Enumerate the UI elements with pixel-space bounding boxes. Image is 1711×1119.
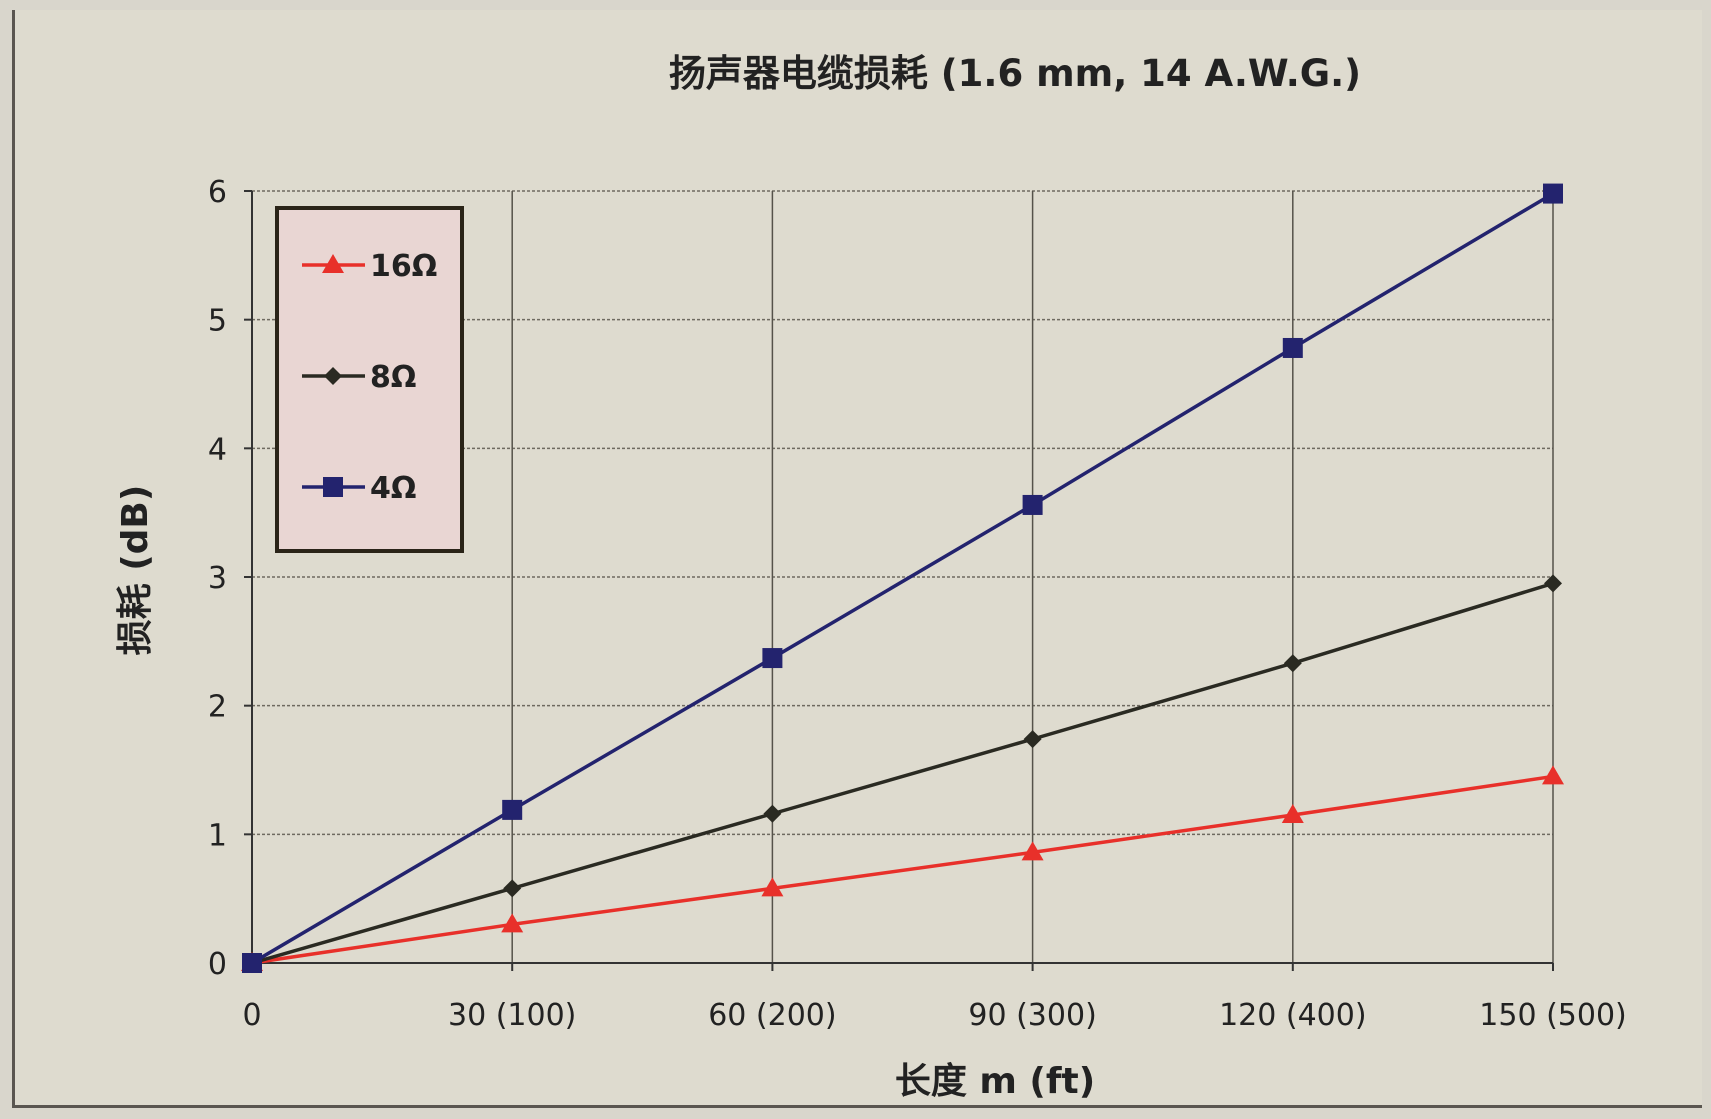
data-point bbox=[1023, 730, 1042, 749]
data-point bbox=[242, 953, 262, 973]
series-lines bbox=[241, 183, 1564, 973]
legend-swatch-marker bbox=[323, 477, 343, 497]
series-16Ω bbox=[241, 765, 1564, 971]
series-4Ω bbox=[242, 183, 1563, 973]
y-axis-title: 损耗 (dB) bbox=[115, 485, 156, 656]
data-point bbox=[1543, 183, 1563, 204]
x-tick-label: 30 (100) bbox=[448, 998, 576, 1033]
data-point bbox=[1282, 337, 1303, 358]
legend-item: 8Ω bbox=[302, 360, 416, 395]
series-8Ω bbox=[243, 574, 1562, 972]
data-point bbox=[761, 877, 784, 897]
data-point bbox=[501, 913, 524, 933]
y-tick-labels: 0 1 2 3 4 5 6 bbox=[208, 175, 227, 982]
legend-label: 8Ω bbox=[370, 360, 416, 395]
data-point bbox=[1544, 574, 1562, 593]
x-axis-title: 长度 m (ft) bbox=[895, 1061, 1095, 1102]
x-tick-labels: 0 30 (100) 60 (200) 90 (300) 120 (400) 150 (5… bbox=[242, 998, 1626, 1033]
legend-swatch-marker bbox=[324, 367, 342, 385]
legend-swatch-marker bbox=[322, 254, 344, 273]
x-tick-label: 150 (500) bbox=[1479, 998, 1626, 1033]
legend-label: 4Ω bbox=[370, 471, 416, 506]
series-line bbox=[251, 581, 1554, 965]
series-line bbox=[251, 774, 1554, 965]
x-tick-label: 0 bbox=[242, 998, 261, 1033]
y-tick-label: 4 bbox=[208, 432, 227, 467]
data-point bbox=[763, 804, 782, 823]
data-point bbox=[1022, 494, 1043, 515]
legend-label: 16Ω bbox=[370, 249, 437, 284]
x-tick-label: 90 (300) bbox=[968, 998, 1096, 1033]
y-tick-label: 6 bbox=[208, 175, 227, 210]
data-point bbox=[1542, 765, 1564, 785]
y-tick-label: 1 bbox=[208, 818, 227, 853]
y-tick-label: 5 bbox=[208, 304, 227, 339]
axes bbox=[244, 190, 1554, 971]
chart-frame bbox=[12, 10, 1702, 1108]
data-point bbox=[1281, 804, 1304, 824]
chart-title: 扬声器电缆损耗 (1.6 mm, 14 A.W.G.) bbox=[669, 52, 1361, 95]
legend: 16Ω 8Ω 4Ω bbox=[275, 206, 464, 553]
data-point bbox=[1283, 654, 1302, 673]
y-tick-label: 2 bbox=[208, 690, 227, 725]
data-point bbox=[502, 799, 523, 820]
legend-item: 4Ω bbox=[302, 471, 416, 506]
data-point bbox=[1021, 841, 1044, 861]
y-tick-label: 0 bbox=[208, 947, 227, 982]
grid bbox=[252, 190, 1554, 963]
legend-item: 16Ω bbox=[302, 249, 437, 284]
x-tick-label: 120 (400) bbox=[1219, 998, 1366, 1033]
data-point bbox=[762, 648, 783, 669]
y-tick-label: 3 bbox=[208, 561, 227, 596]
data-point bbox=[503, 879, 522, 898]
x-tick-label: 60 (200) bbox=[708, 998, 836, 1033]
series-line bbox=[251, 192, 1554, 965]
